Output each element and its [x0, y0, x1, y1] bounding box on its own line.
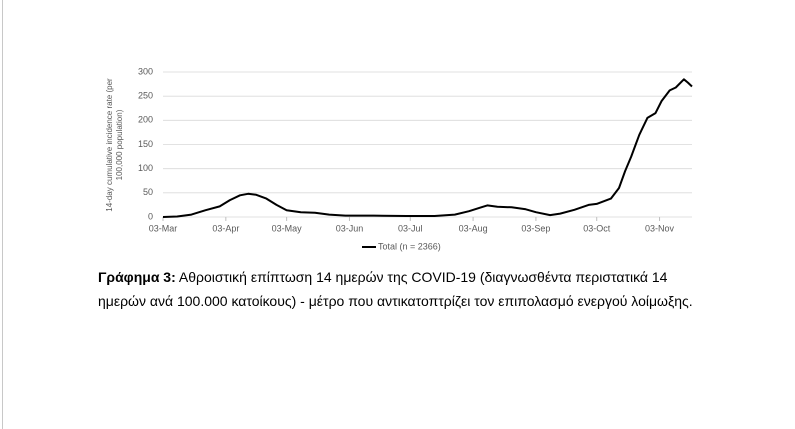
y-axis-label: 14-day cumulative incidence rate (per100…: [105, 78, 124, 212]
y-tick-label: 100: [138, 163, 153, 173]
x-tick-label: 03-Jun: [336, 223, 364, 233]
x-tick-label: 03-Jul: [398, 223, 423, 233]
x-tick-label: 03-Mar: [149, 223, 178, 233]
y-tick-label: 0: [148, 211, 153, 221]
y-tick-label: 50: [143, 187, 153, 197]
x-tick-label: 03-Aug: [459, 223, 488, 233]
x-tick-label: 03-Sep: [521, 223, 550, 233]
legend-label: Total (n = 2366): [378, 241, 441, 251]
x-tick-label: 03-May: [272, 223, 303, 233]
data-line: [162, 78, 693, 218]
y-tick-label: 300: [138, 66, 153, 76]
y-tick-label: 200: [138, 115, 153, 125]
x-tick-label: 03-Apr: [212, 223, 239, 233]
y-tick-label: 150: [138, 139, 153, 149]
x-tick-label: 03-Nov: [645, 223, 675, 233]
caption-label: Γράφημα 3:: [98, 269, 176, 285]
caption: Γράφημα 3: Αθροιστική επίπτωση 14 ημερών…: [98, 265, 716, 313]
caption-text: Αθροιστική επίπτωση 14 ημερών της COVID-…: [98, 269, 693, 309]
x-tick-label: 03-Oct: [583, 223, 611, 233]
y-tick-label: 250: [138, 91, 153, 101]
